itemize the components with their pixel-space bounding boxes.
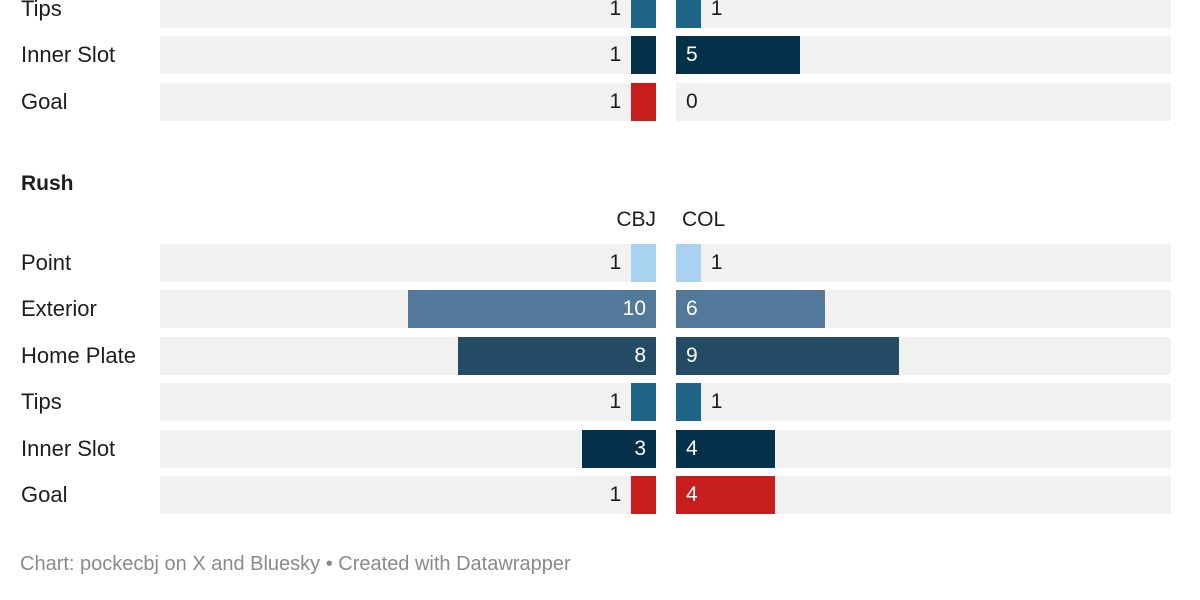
row-label: Point — [21, 250, 72, 275]
row-label: Inner Slot — [21, 435, 116, 461]
bar-cbj — [631, 0, 656, 28]
value-label-col: 4 — [686, 483, 698, 506]
value-label-col: 9 — [686, 343, 698, 367]
bar-track-cbj — [160, 244, 656, 282]
bar-cbj — [631, 244, 656, 282]
value-label-cbj: 8 — [634, 343, 646, 367]
value-label-col: 1 — [710, 0, 723, 20]
value-label-col: 4 — [686, 436, 698, 460]
value-label-cbj: 1 — [609, 43, 622, 67]
bar-cbj — [408, 290, 656, 329]
row-label: Tips — [21, 0, 62, 21]
bar-col — [676, 383, 701, 422]
bar-col — [676, 429, 776, 468]
bar-cbj — [631, 383, 656, 422]
bar-track-col — [676, 0, 1171, 28]
value-label-cbj: 1 — [609, 483, 622, 506]
bar-track-col — [676, 383, 1171, 422]
series-header-cbj: CBJ — [616, 208, 656, 231]
bar-col — [676, 290, 825, 329]
value-label-cbj: 1 — [609, 251, 622, 274]
bar-track-cbj — [160, 0, 656, 28]
bar-col — [676, 36, 800, 75]
bar-track-col — [676, 244, 1171, 282]
bar-cbj — [631, 476, 656, 514]
row-label: Goal — [21, 88, 68, 114]
value-label-col: 0 — [686, 89, 698, 113]
value-label-cbj: 1 — [609, 390, 622, 414]
bar-cbj — [457, 336, 656, 375]
bar-cbj — [631, 82, 656, 121]
chart-footer: Chart: pockecbj on X and Bluesky • Creat… — [20, 553, 571, 575]
bar-track-col — [676, 82, 1171, 121]
row-label: Home Plate — [21, 342, 136, 368]
bar-col — [676, 336, 900, 375]
value-label-cbj: 3 — [634, 436, 646, 460]
section-title: Rush — [21, 172, 74, 195]
value-label-col: 6 — [686, 297, 698, 321]
value-label-cbj: 1 — [609, 89, 622, 113]
bar-track-cbj — [160, 383, 656, 422]
row-label: Goal — [21, 482, 68, 507]
row-label: Tips — [21, 389, 62, 415]
bar-track-cbj — [160, 36, 656, 75]
bar-col — [676, 0, 701, 28]
series-header-col: COL — [682, 208, 726, 231]
bar-track-cbj — [160, 476, 656, 514]
bar-track-cbj — [160, 429, 656, 468]
value-label-cbj: 1 — [609, 0, 622, 20]
row-label: Inner Slot — [21, 42, 116, 68]
value-label-col: 1 — [710, 390, 723, 414]
bar-cbj — [581, 429, 656, 468]
value-label-col: 1 — [710, 251, 723, 274]
bar-col — [676, 476, 776, 514]
bar-cbj — [631, 36, 656, 75]
bar-track-cbj — [160, 82, 656, 121]
row-label: Exterior — [21, 296, 97, 322]
bar-col — [676, 244, 701, 282]
value-label-col: 5 — [686, 43, 698, 67]
value-label-cbj: 10 — [622, 297, 646, 321]
